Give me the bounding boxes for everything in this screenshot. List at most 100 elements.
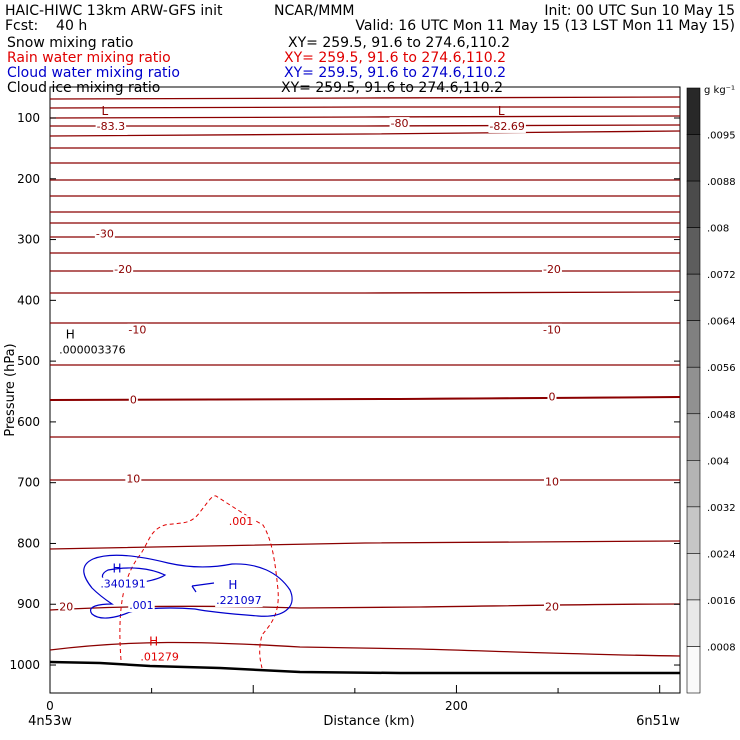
colorbar: .0095 .0088 .008 .0072 .0064 .0056 .0048 .004 .0… [686,87,736,694]
temperature-contour-line [49,115,681,119]
y-tick-label: 400 [17,293,40,307]
mixing-ratio-contour-label: .001 [129,599,154,612]
temperature-contour-label-background [389,117,410,131]
colorbar-swatch [686,646,701,694]
header-organization: NCAR/MMM [274,3,355,19]
temperature-contour-label: 20 [59,600,73,613]
temperature-contour-label: -80 [391,117,409,130]
plot-frame [49,86,681,694]
colorbar-label: .0048 [707,410,736,421]
temperature-contour-label-background [94,227,115,241]
colorbar-label: .0095 [707,131,736,142]
x-end-location-label: 6n51w [636,714,680,729]
colorbar-swatch [686,366,701,415]
temperature-contour-label-background [58,600,75,614]
y-tick-label: 300 [17,233,40,247]
mixing-ratio-contour-label-background [128,599,155,613]
x-axis-title: Distance (km) [323,714,414,729]
temperature-labels: -80 -30 -20 -20 -10 -10 0 0 10 10 20 20 [58,117,562,614]
extremum-marker-H: H [66,328,75,342]
temperature-contour-line [49,130,681,137]
y-tick-label: 100 [17,111,40,125]
x-tick-label: 0 [46,699,54,713]
temperature-contour-label-background [541,323,562,337]
extremum-value: .000003376 [59,344,125,357]
colorbar-swatch [686,599,701,647]
temperature-contour-line [49,540,681,550]
colorbar-swatch [686,413,701,461]
colorbar-swatch [686,506,701,554]
y-axis-title: Pressure (hPa) [3,343,18,436]
y-tick-label: 900 [17,597,40,611]
extrema-labels: L -83.3 L -82.69 H .000003376 H .340191 H .221097… [58,104,526,664]
extremum-marker-L: L [102,104,109,118]
extremum-marker-H: H [228,578,237,592]
mixing-ratio-contour-label: .001 [229,515,254,528]
temperature-contour-label-background [543,600,560,614]
temperature-contour-line [49,641,681,657]
field-name-rain: Rain water mixing ratio [7,50,171,66]
header-forecast-hour: Fcst: 40 h [5,18,87,34]
temperature-contour-line [49,106,680,109]
temperature-contour-label-background [113,262,134,276]
temperature-contour-label: -20 [114,263,132,276]
field-xy-cloud-ice: XY= 259.5, 91.6 to 274.6,110.2 [281,80,503,96]
distance-axis: 0 200 [46,685,661,713]
y-tick-label: 200 [17,172,40,186]
colorbar-unit: g kg⁻¹ [704,85,735,96]
extremum-value: .221097 [216,594,262,607]
y-tick-label: 600 [17,415,40,429]
header-model-title: HAIC-HIWC 13km ARW-GFS init [5,3,223,19]
header-valid-time: Valid: 16 UTC Mon 11 May 15 (13 LST Mon … [355,18,735,34]
extremum-value-background [58,343,127,357]
field-xy-rain: XY= 259.5, 91.6 to 274.6,110.2 [284,50,506,66]
colorbar-swatch [686,227,701,275]
field-xy-snow: XY= 259.5, 91.6 to 274.6,110.2 [288,35,510,51]
mixing-ratio-contour-label-background [227,515,255,529]
y-tick-label: 1000 [9,658,40,672]
extremum-value-background [488,119,526,133]
extremum-value-background [95,119,127,133]
extremum-marker-H: H [149,635,158,649]
extremum-marker-L: L [498,104,505,118]
cloud-water-contour-outer [83,554,293,619]
temperature-contour-label: -20 [543,263,561,276]
temperature-contour-line [50,124,681,127]
temperature-contour-label: 0 [130,394,137,407]
field-name-snow: Snow mixing ratio [7,35,133,51]
extremum-value: .340191 [100,578,146,591]
colorbar-label: .0032 [707,503,736,514]
terrain-surface-line [49,660,680,675]
colorbar-label: .0016 [707,596,736,607]
temperature-contour-label-background [547,390,557,404]
x-start-location-label: 4n53w [28,714,72,729]
temperature-contour-line [50,291,681,294]
temperature-contour-label: 10 [126,473,140,486]
extremum-value-background [139,650,180,664]
temperature-contour-label-background [125,472,142,486]
colorbar-label: .0056 [707,363,736,374]
colorbar-swatch [686,320,701,368]
temperature-contour-label-background [127,323,148,337]
temperature-contour-label-background [128,393,138,407]
colorbar-swatch [686,134,701,182]
colorbar-label: .0088 [707,177,736,188]
header-init-time: Init: 00 UTC Sun 10 May 15 [544,3,735,19]
temperature-contour-label: -10 [128,324,146,337]
temperature-contour-line [49,96,681,100]
colorbar-label: .0008 [707,642,736,653]
y-tick-label: 700 [17,476,40,490]
colorbar-label: .0064 [707,317,736,328]
x-tick-label: 200 [445,699,468,713]
temperature-contour-label-background [543,475,560,489]
field-name-cloud-ice: Cloud ice mixing ratio [7,80,160,96]
zero-isotherm [49,396,681,401]
y-tick-label: 800 [17,536,40,550]
colorbar-swatch [686,273,701,321]
colorbar-swatch [686,180,701,228]
temperature-contour-label: 20 [545,600,559,613]
y-tick-label: 500 [17,354,40,368]
field-name-cloud-water: Cloud water mixing ratio [7,65,180,81]
